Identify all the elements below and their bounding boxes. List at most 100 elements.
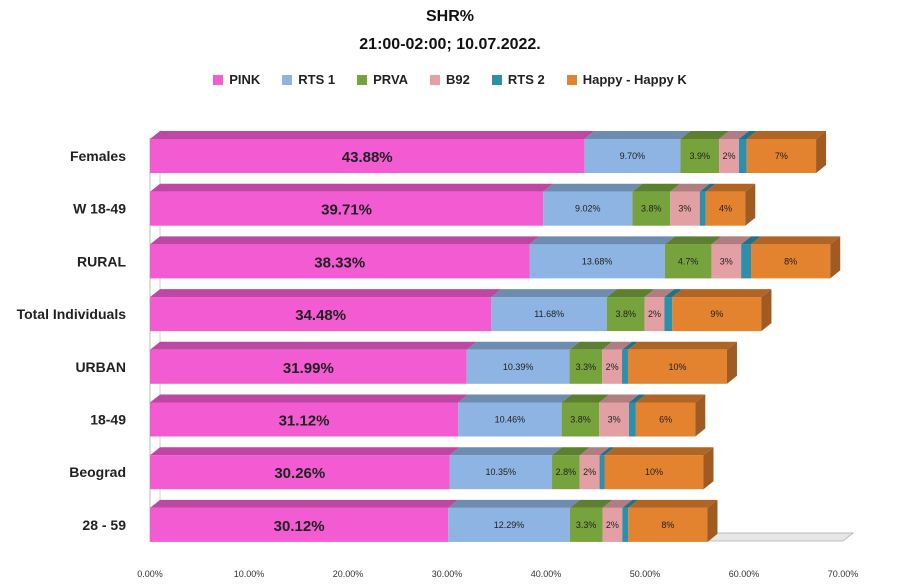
category-label-28-59: 28 - 59 xyxy=(82,517,126,533)
data-label-b92-beograd: 2% xyxy=(583,467,596,477)
bar-side-beograd xyxy=(703,447,714,490)
data-label-prva-females: 3.9% xyxy=(689,151,710,161)
bar-b92-rural-top xyxy=(711,236,752,245)
bar-rts-2-urban xyxy=(622,349,628,384)
bar-side-urban xyxy=(726,341,737,384)
bar-side-18-49 xyxy=(695,394,706,437)
data-label-pink-18-49: 31.12% xyxy=(279,413,330,430)
data-label-happy-happy-k-28-59: 8% xyxy=(661,520,674,530)
bar-rts-1-total-individuals-top xyxy=(491,289,617,298)
bar-rts-2-females xyxy=(738,139,747,173)
bar-rts-1-18-49 xyxy=(458,402,562,437)
bar-prva-total-individuals-top xyxy=(606,289,655,298)
bar-rts-2-urban-top xyxy=(622,341,638,350)
bar-pink-w-18-49-top xyxy=(150,183,554,192)
bar-pink-urban-top xyxy=(150,341,477,350)
bar-prva-28-59-top xyxy=(569,499,613,508)
bar-happy-happy-k-18-49-top xyxy=(635,394,706,403)
bar-pink-rural xyxy=(150,244,530,279)
bar-b92-28-59-top xyxy=(602,499,633,508)
legend-item-b92: B92 xyxy=(430,72,470,87)
bar-prva-18-49-top xyxy=(561,394,610,403)
bar-rts-2-females-top xyxy=(738,131,757,139)
bar-side-w-18-49 xyxy=(745,183,756,226)
data-label-pink-rural: 38.33% xyxy=(314,254,365,271)
bar-rts-1-total-individuals xyxy=(491,297,607,332)
data-label-rts-1-rural: 13.68% xyxy=(582,256,613,266)
bar-pink-18-49 xyxy=(150,402,459,437)
bar-b92-18-49 xyxy=(599,402,629,437)
bar-prva-rural xyxy=(664,244,712,279)
bar-prva-w-18-49-top xyxy=(632,183,681,192)
data-label-prva-urban: 3.3% xyxy=(576,362,597,372)
bar-rts-1-beograd-top xyxy=(449,447,563,456)
bar-happy-happy-k-w-18-49-top xyxy=(705,183,756,192)
x-tick-label: 10.00% xyxy=(234,569,265,579)
bar-happy-happy-k-total-individuals-top xyxy=(672,289,772,298)
bar-happy-happy-k-rural-top xyxy=(751,236,841,245)
data-label-b92-rural: 3% xyxy=(720,256,733,266)
data-label-happy-happy-k-18-49: 6% xyxy=(659,415,672,425)
data-label-pink-28-59: 30.12% xyxy=(274,518,325,535)
bar-rts-2-rural-top xyxy=(741,236,762,245)
bar-rts-2-beograd-top xyxy=(599,447,615,456)
legend-swatch-pink xyxy=(213,74,224,85)
data-label-rts-1-beograd: 10.35% xyxy=(486,467,517,477)
data-label-happy-happy-k-urban: 10% xyxy=(668,362,686,372)
legend-item-pink: PINK xyxy=(213,72,260,87)
bar-happy-happy-k-28-59-top xyxy=(628,499,718,508)
legend-label-happy: Happy - Happy K xyxy=(582,72,687,87)
bar-happy-happy-k-beograd-top xyxy=(604,447,714,456)
legend: PINK RTS 1 PRVA B92 RTS 2 Happy - Happy … xyxy=(0,72,900,87)
bar-b92-28-59 xyxy=(602,507,623,542)
bar-rts-2-28-59 xyxy=(622,507,629,542)
category-label-18-49: 18-49 xyxy=(90,412,126,428)
bar-rts-1-28-59 xyxy=(448,507,570,542)
x-tick-label: 70.00% xyxy=(828,569,859,579)
legend-swatch-happy xyxy=(566,74,577,85)
category-label-w-18-49: W 18-49 xyxy=(73,201,126,217)
data-label-b92-18-49: 3% xyxy=(608,415,621,425)
data-label-b92-28-59: 2% xyxy=(606,520,619,530)
bar-rts-1-females-top xyxy=(584,131,691,139)
bar-b92-beograd-top xyxy=(579,447,610,456)
bar-prva-females xyxy=(680,139,720,173)
data-label-b92-urban: 2% xyxy=(606,362,619,372)
legend-swatch-rts2 xyxy=(491,74,502,85)
bar-prva-urban-top xyxy=(569,341,613,350)
bar-pink-28-59-top xyxy=(150,499,459,508)
bar-rts-1-28-59-top xyxy=(448,499,580,508)
data-label-rts-1-urban: 10.39% xyxy=(503,362,534,372)
category-label-urban: URBAN xyxy=(75,359,126,375)
data-label-rts-1-28-59: 12.29% xyxy=(494,520,525,530)
bar-b92-w-18-49 xyxy=(670,191,700,226)
category-label-females: Females xyxy=(70,148,126,164)
x-tick-label: 0.00% xyxy=(137,569,163,579)
data-label-pink-females: 43.88% xyxy=(342,149,393,166)
category-label-beograd: Beograd xyxy=(69,464,126,480)
x-tick-label: 40.00% xyxy=(531,569,562,579)
bar-rts-1-w-18-49 xyxy=(543,191,633,226)
x-tick-label: 60.00% xyxy=(729,569,760,579)
bar-rts-2-28-59-top xyxy=(622,499,639,508)
chart-subtitle: 21:00-02:00; 10.07.2022. xyxy=(359,36,541,53)
bar-happy-happy-k-urban xyxy=(627,349,727,384)
legend-label-pink: PINK xyxy=(229,72,261,87)
bar-prva-rural-top xyxy=(664,236,722,245)
bar-rts-2-18-49 xyxy=(628,402,636,437)
bar-prva-beograd-top xyxy=(552,447,590,456)
bar-b92-total-individuals xyxy=(644,297,665,332)
data-label-happy-happy-k-total-individuals: 9% xyxy=(710,309,723,319)
bar-happy-happy-k-urban-top xyxy=(627,341,737,350)
data-label-happy-happy-k-rural: 8% xyxy=(784,256,797,266)
data-label-prva-rural: 4.7% xyxy=(678,256,699,266)
bar-pink-beograd xyxy=(150,455,450,490)
data-label-prva-28-59: 3.3% xyxy=(576,520,597,530)
bar-happy-happy-k-females-top xyxy=(746,131,827,139)
x-tick-label: 20.00% xyxy=(333,569,364,579)
bar-rts-2-rural xyxy=(741,244,752,279)
data-label-rts-1-w-18-49: 9.02% xyxy=(575,204,601,214)
data-label-rts-1-18-49: 10.46% xyxy=(495,415,526,425)
bar-b92-w-18-49-top xyxy=(670,183,710,192)
data-label-b92-w-18-49: 3% xyxy=(678,204,691,214)
